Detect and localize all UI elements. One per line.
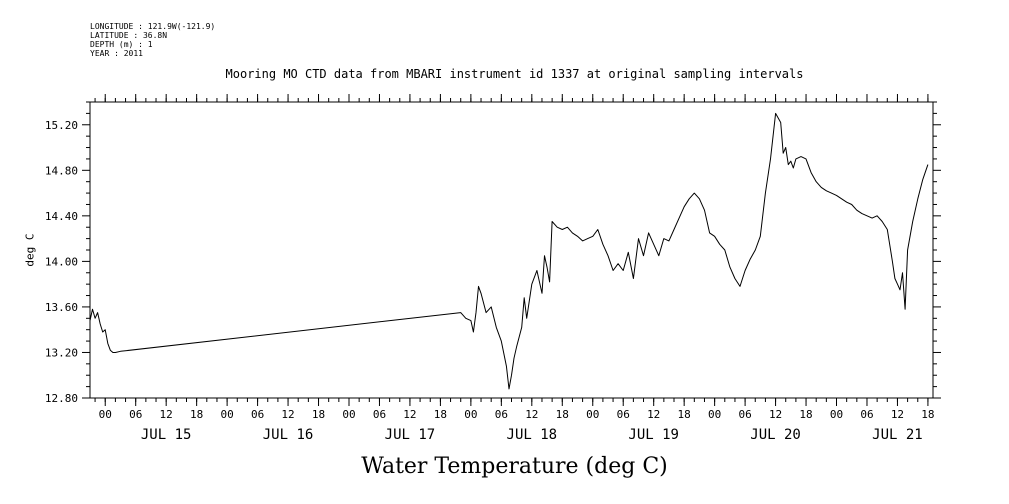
x-tick-label: 18 [434, 408, 447, 421]
x-tick-label: 18 [678, 408, 691, 421]
x-tick-label: 12 [891, 408, 904, 421]
y-tick-label: 14.40 [45, 210, 78, 223]
x-day-label: JUL 21 [872, 427, 923, 443]
x-tick-label: 18 [921, 408, 934, 421]
x-tick-label: 06 [495, 408, 508, 421]
y-tick-label: 12.80 [45, 392, 78, 405]
x-tick-label: 00 [342, 408, 355, 421]
x-tick-label: 06 [373, 408, 386, 421]
x-tick-label: 06 [738, 408, 751, 421]
x-tick-label: 12 [281, 408, 294, 421]
x-tick-label: 18 [190, 408, 203, 421]
x-tick-label: 12 [525, 408, 538, 421]
x-day-label: JUL 15 [141, 427, 192, 443]
x-tick-label: 00 [830, 408, 843, 421]
x-tick-label: 18 [312, 408, 325, 421]
latitude-label: LATITUDE : 36.8N [90, 31, 168, 40]
y-axis-label: deg C [23, 233, 37, 267]
y-tick-label: 14.00 [45, 255, 78, 268]
year-label: YEAR : 2011 [90, 49, 143, 58]
longitude-label: LONGITUDE : 121.9W(-121.9) [90, 22, 216, 31]
chart-title: Mooring MO CTD data from MBARI instrumen… [225, 67, 804, 81]
y-tick-label: 14.80 [45, 164, 78, 177]
x-tick-label: 06 [617, 408, 630, 421]
x-tick-label: 00 [99, 408, 112, 421]
x-tick-label: 12 [403, 408, 416, 421]
y-tick-label: 13.60 [45, 301, 78, 314]
x-tick-label: 12 [160, 408, 173, 421]
x-day-label: JUL 18 [507, 427, 558, 443]
x-day-label: JUL 17 [385, 427, 436, 443]
x-tick-label: 12 [647, 408, 660, 421]
temperature-line [89, 112, 929, 390]
x-day-label: JUL 20 [750, 427, 801, 443]
x-axis-label: Water Temperature (deg C) [361, 454, 668, 479]
y-tick-label: 13.20 [45, 346, 78, 359]
plot-frame [89, 101, 934, 399]
x-tick-label: 00 [708, 408, 721, 421]
x-day-label: JUL 16 [263, 427, 314, 443]
x-tick-label: 18 [556, 408, 569, 421]
x-tick-label: 00 [464, 408, 477, 421]
x-day-label: JUL 19 [628, 427, 679, 443]
x-tick-label: 00 [586, 408, 599, 421]
x-tick-label: 06 [129, 408, 142, 421]
y-tick-label: 15.20 [45, 119, 78, 132]
x-tick-label: 18 [799, 408, 812, 421]
x-tick-label: 00 [220, 408, 233, 421]
x-tick-label: 06 [251, 408, 264, 421]
x-tick-label: 12 [769, 408, 782, 421]
depth-label: DEPTH (m) : 1 [90, 40, 153, 49]
x-tick-label: 06 [860, 408, 873, 421]
